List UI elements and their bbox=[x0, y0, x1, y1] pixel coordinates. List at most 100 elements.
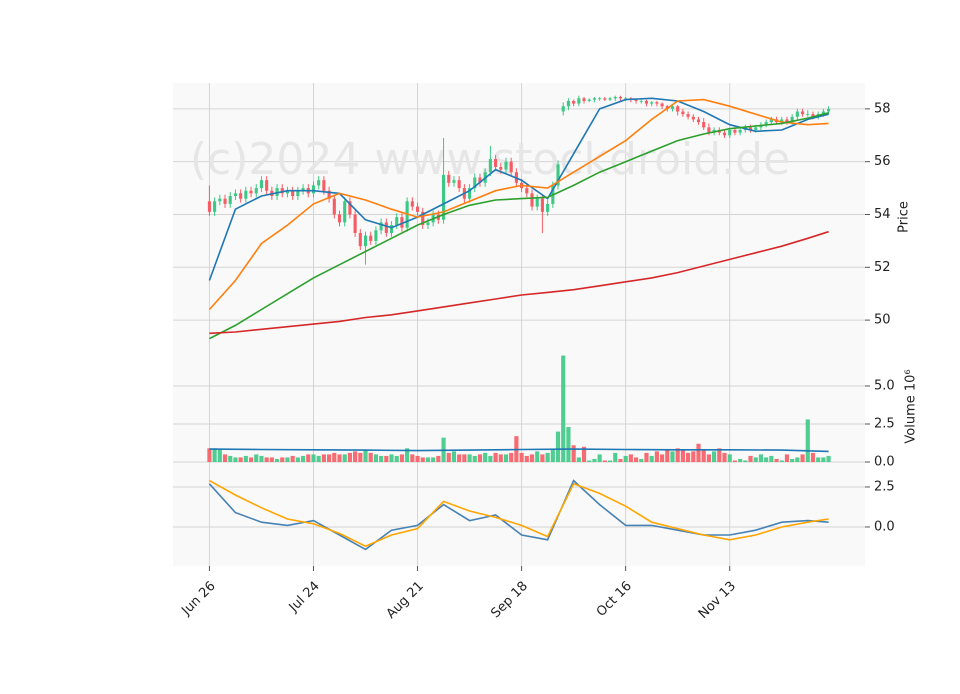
candle-body bbox=[379, 222, 383, 231]
volume-bar bbox=[800, 454, 805, 462]
candle-body bbox=[670, 106, 675, 109]
candle-body bbox=[395, 217, 399, 226]
candle-body bbox=[285, 190, 290, 194]
candle-body bbox=[327, 190, 331, 199]
volume-bar bbox=[717, 448, 722, 462]
volume-bar bbox=[826, 455, 831, 462]
volume-bar bbox=[483, 452, 488, 462]
candle-body bbox=[556, 164, 560, 186]
volume-bar bbox=[696, 443, 701, 462]
volume-bar bbox=[774, 458, 779, 462]
candle-body bbox=[603, 98, 607, 100]
y-tick-label: 50 bbox=[874, 313, 891, 328]
volume-bar bbox=[337, 454, 342, 462]
line-series bbox=[209, 448, 829, 453]
volume-bar bbox=[264, 457, 269, 462]
x-tick-label: Aug 21 bbox=[384, 579, 427, 622]
candle-body bbox=[478, 177, 482, 183]
candle-body bbox=[337, 214, 342, 223]
volume-bar bbox=[519, 452, 524, 462]
candle-body bbox=[608, 98, 612, 100]
volume-bar bbox=[248, 457, 254, 462]
volume-bar bbox=[566, 427, 571, 462]
candle-body bbox=[827, 108, 831, 112]
volume-bar bbox=[300, 455, 306, 462]
candle-body bbox=[801, 111, 805, 115]
volume-bar bbox=[222, 454, 228, 462]
candle-body bbox=[358, 232, 362, 247]
candle-body bbox=[764, 122, 768, 125]
volume-bar bbox=[332, 452, 337, 462]
volume-bar bbox=[457, 454, 462, 462]
candle-body bbox=[733, 129, 737, 133]
volume-bar bbox=[217, 449, 222, 462]
volume-bar bbox=[436, 455, 441, 462]
volume-bar bbox=[405, 448, 410, 462]
volume-bar bbox=[446, 452, 451, 462]
candle-body bbox=[317, 180, 321, 186]
candle-body bbox=[561, 106, 565, 112]
candle-body bbox=[311, 185, 316, 194]
volume-bar bbox=[769, 455, 774, 462]
candle-body bbox=[676, 106, 680, 112]
volume-bar bbox=[535, 451, 540, 462]
volume-bar bbox=[675, 448, 680, 462]
candle-body bbox=[795, 111, 799, 117]
candle-body bbox=[598, 98, 602, 100]
candle-body bbox=[624, 98, 628, 100]
candle-body bbox=[785, 119, 789, 123]
candle-body bbox=[254, 188, 258, 194]
line-series bbox=[208, 98, 829, 311]
volume-bar bbox=[384, 455, 389, 462]
volume-bar bbox=[259, 455, 264, 462]
volume-bar bbox=[649, 455, 654, 462]
candle-body bbox=[702, 122, 706, 128]
volume-bar bbox=[738, 458, 743, 462]
volume-bar bbox=[555, 431, 561, 462]
candle-body bbox=[546, 203, 550, 212]
candle-body bbox=[780, 119, 784, 123]
volume-bar bbox=[327, 454, 332, 462]
candle-body bbox=[577, 98, 581, 104]
y-tick-label: 58 bbox=[874, 101, 891, 116]
candle-body bbox=[655, 102, 659, 104]
plot-background bbox=[173, 83, 865, 566]
candle-body bbox=[421, 211, 425, 226]
candle-body bbox=[821, 111, 825, 115]
candle-body bbox=[728, 129, 732, 136]
volume-bar bbox=[394, 455, 399, 462]
x-tick-label: Jul 24 bbox=[286, 579, 323, 616]
volume-bar bbox=[753, 457, 758, 462]
volume-bar bbox=[743, 460, 748, 462]
candle-body bbox=[572, 100, 576, 104]
volume-bar bbox=[472, 455, 477, 462]
y-tick-label: 2.5 bbox=[874, 416, 895, 431]
volume-bar bbox=[795, 457, 800, 462]
candle-body bbox=[473, 177, 477, 189]
volume-bar bbox=[821, 457, 826, 462]
volume-bar bbox=[680, 449, 685, 462]
candle-body bbox=[681, 111, 685, 115]
x-tick-label: Oct 16 bbox=[594, 579, 635, 620]
candle-body bbox=[348, 201, 352, 215]
candle-body bbox=[363, 235, 368, 247]
volume-bar bbox=[727, 454, 732, 462]
volume-bar bbox=[805, 419, 810, 462]
panel: 0.0 2.5 bbox=[173, 479, 895, 551]
candle-body bbox=[644, 100, 649, 104]
volume-bar bbox=[410, 454, 415, 462]
volume-bar bbox=[373, 454, 378, 462]
x-tick-label: Jun 26 bbox=[178, 579, 218, 619]
y-tick-label: 56 bbox=[874, 154, 891, 169]
candle-body bbox=[525, 188, 529, 194]
volume-bar bbox=[597, 454, 602, 462]
candle-body bbox=[696, 119, 701, 123]
candle-body bbox=[468, 188, 472, 199]
volume-bar bbox=[576, 457, 581, 462]
y-tick-label: 2.5 bbox=[874, 479, 895, 494]
volume-bar bbox=[748, 455, 753, 462]
volume-bar bbox=[758, 454, 764, 462]
candle-body bbox=[499, 166, 503, 170]
line-series bbox=[209, 230, 829, 335]
